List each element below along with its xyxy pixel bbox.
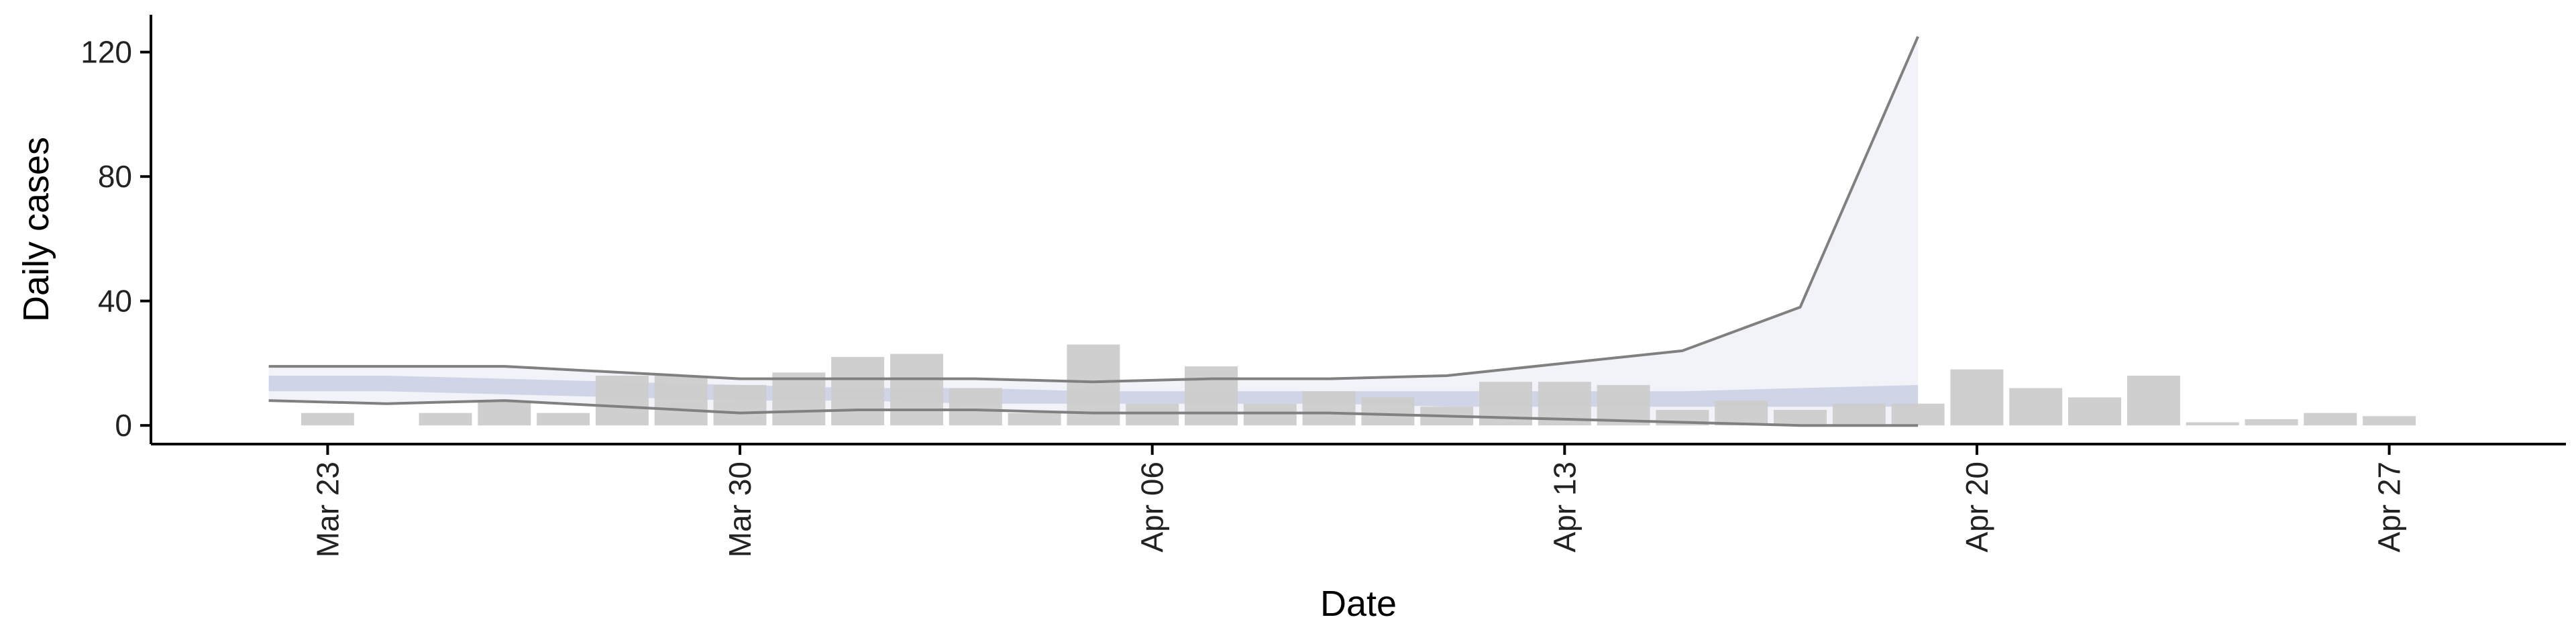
bar-2020-04-27 [2363,416,2416,426]
bar-2020-04-10 [1361,397,1415,426]
bar-2020-04-17 [1774,410,1827,426]
bar-2020-04-23 [2127,376,2180,426]
bar-2020-04-06 [1126,403,1179,426]
bar-2020-04-02 [890,354,943,426]
bar-2020-03-28 [595,376,649,426]
bar-2020-04-03 [949,388,1002,426]
bar-2020-04-20 [1950,369,2004,426]
bar-2020-04-04 [1008,413,1061,426]
y-tick-label: 120 [80,35,132,70]
bar-2020-04-08 [1243,403,1297,426]
bar-2020-03-23 [301,413,354,426]
bar-2020-03-25 [419,413,472,426]
x-axis-ticks: Mar 23 Mar 30 Apr 06 Apr 13 Apr 20 Apr 27 [310,444,2407,557]
x-tick-label: Apr 06 [1135,462,1170,553]
bar-2020-04-22 [2068,397,2121,426]
bar-2020-04-19 [1891,403,1945,426]
x-tick-label: Apr 20 [1960,462,1994,553]
y-tick-label: 0 [115,408,132,443]
y-tick-label: 40 [98,284,132,319]
estimate-lower-bound-line [268,399,1919,427]
bar-2020-04-14 [1597,384,1650,426]
estimate-upper-bound-line [268,36,1919,384]
bar-2020-04-07 [1185,366,1238,426]
y-axis-title: Daily cases [16,137,56,322]
bar-2020-03-31 [772,372,826,426]
bar-2020-03-29 [654,376,708,426]
bar-2020-04-09 [1302,391,1356,426]
estimate-bound-lines [268,36,1919,427]
y-axis-ticks: 0 40 80 120 [80,35,151,443]
bar-2020-04-18 [1832,403,1886,426]
bar-2020-03-30 [713,384,767,426]
bar-2020-03-26 [478,400,531,426]
bar-2020-04-01 [831,357,885,426]
bar-2020-04-26 [2304,413,2357,426]
axes [150,15,2566,445]
x-tick-label: Apr 27 [2372,462,2407,553]
bar-2020-04-24 [2186,422,2239,426]
bar-2020-04-21 [2009,388,2063,426]
x-tick-label: Mar 30 [722,462,757,557]
bar-2020-04-16 [1715,400,1768,426]
x-axis-title: Date [1320,584,1397,624]
bar-2020-04-25 [2245,419,2298,426]
x-tick-label: Mar 23 [310,462,345,557]
x-tick-label: Apr 13 [1547,462,1582,553]
bar-2020-03-27 [537,413,590,426]
y-tick-label: 80 [98,159,132,194]
daily-case-bars [301,344,2416,426]
